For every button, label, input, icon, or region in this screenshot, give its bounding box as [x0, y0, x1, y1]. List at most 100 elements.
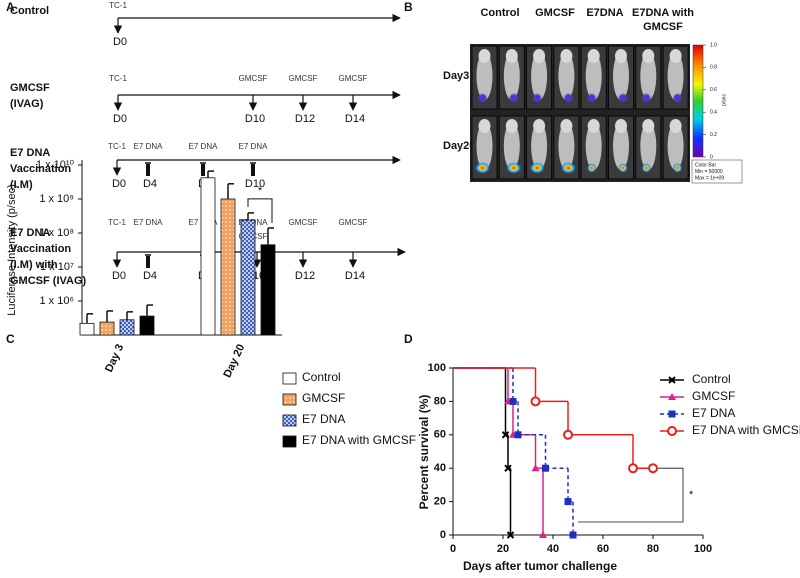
- mouse-head: [505, 49, 518, 63]
- mouse-body: [613, 52, 629, 100]
- row-label: GMCSF: [10, 82, 50, 94]
- mouse-body: [667, 52, 684, 100]
- agent-label: GMCSF: [289, 218, 318, 227]
- legend-marker: [667, 426, 677, 436]
- signal: [672, 93, 683, 103]
- legend-label: E7 DNA with GMCSF: [302, 433, 416, 447]
- colorbar-tick-label: 1.0: [710, 42, 717, 48]
- y-tick-label: 40: [434, 462, 446, 474]
- marker: [628, 463, 638, 474]
- agent-label: E7 DNA: [189, 142, 219, 151]
- bar: [200, 177, 216, 336]
- agent-label: E7 DNA: [134, 218, 164, 227]
- mouse-body: [585, 52, 602, 100]
- panel-label: C: [6, 332, 15, 346]
- day-label: D12: [295, 113, 315, 125]
- group-header: GMCSF: [535, 7, 575, 19]
- bar: [119, 319, 135, 336]
- legend-marker: [668, 410, 676, 418]
- agent-label: TC-1: [108, 218, 126, 227]
- x-tick-label: 20: [497, 543, 509, 555]
- x-tick-label: 40: [547, 543, 559, 555]
- significance-bracket: [578, 467, 684, 523]
- mouse-head: [533, 119, 546, 133]
- signal: [641, 163, 652, 173]
- agent-label: TC-1: [108, 142, 126, 151]
- mouse-head: [669, 49, 682, 63]
- row-label: E7 DNA: [10, 227, 50, 239]
- agent-label: TC-1: [109, 74, 127, 83]
- mouse-head: [587, 49, 600, 63]
- agent-label: GMCSF: [339, 74, 368, 83]
- mouse-body: [531, 52, 548, 100]
- y-tick-label: 80: [434, 395, 446, 407]
- marker: [539, 531, 547, 538]
- colorbar-note: Color Bar: [695, 162, 716, 168]
- mouse-head: [615, 119, 627, 133]
- row-label: Vaccination: [10, 243, 71, 255]
- row-label: (I.M): [10, 179, 33, 191]
- row-header: Day3: [443, 70, 469, 82]
- row-label: (I.M) with: [10, 259, 58, 271]
- day-label: D4: [143, 270, 157, 282]
- day-label: D14: [345, 113, 365, 125]
- day-label: D0: [113, 36, 127, 48]
- day-label: D0: [112, 178, 126, 190]
- x-tick-label: 100: [694, 543, 712, 555]
- mouse-body: [531, 122, 548, 170]
- agent-label: TC-1: [109, 1, 127, 10]
- marker: [509, 397, 517, 405]
- injection-mark: [201, 164, 205, 176]
- mouse-body: [640, 52, 657, 100]
- day-label: D10: [245, 178, 265, 190]
- mouse-body: [503, 52, 520, 100]
- group-header: E7DNA: [586, 7, 623, 19]
- panel-label: A: [6, 0, 15, 14]
- mouse-head: [642, 49, 655, 63]
- mouse-body: [558, 122, 575, 170]
- mouse-head: [478, 119, 491, 133]
- panel-label: D: [404, 332, 413, 346]
- signal: [618, 93, 628, 103]
- x-tick-label: 60: [597, 543, 609, 555]
- mouse-head: [669, 119, 682, 133]
- group-header: E7DNA with: [632, 7, 694, 19]
- row-label: Vaccination: [10, 163, 71, 175]
- y-tick-label: 60: [434, 429, 446, 441]
- signal: [641, 93, 652, 103]
- bar: [139, 315, 155, 336]
- day-label: D4: [143, 178, 157, 190]
- legend-label: Control: [692, 372, 731, 386]
- colorbar-tick-label: 0.2: [710, 132, 717, 138]
- signal: [477, 93, 488, 103]
- legend-swatch: [282, 435, 297, 448]
- y-tick-label: 1 x 10⁸: [39, 227, 74, 239]
- row-label: Control: [10, 5, 49, 17]
- x-tick-label: Day 3: [103, 342, 126, 374]
- marker: [501, 431, 510, 439]
- row-label: GMCSF (IVAG): [10, 275, 87, 287]
- bar: [99, 321, 115, 336]
- significance-label: *: [258, 185, 263, 197]
- legend-swatch: [282, 393, 297, 406]
- signal: [672, 163, 683, 173]
- mouse-body: [613, 122, 629, 170]
- marker: [648, 463, 658, 474]
- injection-mark: [146, 164, 150, 176]
- mouse-body: [503, 122, 520, 170]
- bar: [220, 198, 236, 336]
- mouse-head: [560, 49, 573, 63]
- legend-swatch: [282, 414, 297, 427]
- signal: [560, 162, 577, 174]
- signal: [586, 93, 597, 103]
- legend-swatch: [282, 372, 297, 385]
- y-axis-title: Luciferase Intensity (p/sec): [6, 184, 18, 315]
- mouse-body: [476, 52, 493, 100]
- colorbar-note: Min = 50000: [695, 169, 723, 175]
- significance-bracket: [247, 198, 273, 223]
- day-label: D10: [245, 113, 265, 125]
- signal: [563, 93, 574, 103]
- marker: [542, 464, 549, 472]
- legend-label: GMCSF: [692, 389, 735, 403]
